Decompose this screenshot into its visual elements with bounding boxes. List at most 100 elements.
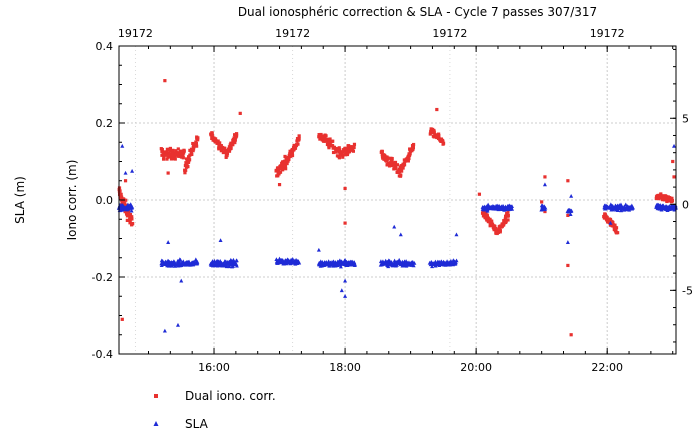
- iono-point: [390, 156, 394, 161]
- iono-point: [566, 179, 570, 183]
- iono-point: [131, 221, 135, 226]
- iono-point: [196, 138, 200, 142]
- iono-point: [484, 211, 488, 215]
- sla-point: [615, 208, 620, 213]
- sla-point: [672, 143, 677, 148]
- sla-point: [187, 259, 192, 264]
- sla-point: [316, 247, 321, 252]
- iono-point: [162, 157, 166, 161]
- x-tick-label: 20:00: [460, 361, 492, 374]
- sla-point: [338, 264, 343, 269]
- iono-point: [290, 150, 294, 154]
- sla-point: [543, 205, 548, 210]
- iono-point: [191, 149, 195, 153]
- y-axis-title: Iono corr. (m): [65, 160, 79, 241]
- iono-point: [408, 152, 412, 156]
- iono-point: [506, 213, 510, 217]
- iono-point: [119, 192, 123, 196]
- iono-point: [344, 153, 348, 157]
- sla-point: [630, 205, 635, 210]
- sla-point: [123, 170, 128, 175]
- iono-point: [182, 149, 186, 153]
- y-tick-label: -0.4: [92, 348, 113, 361]
- sla-point: [166, 240, 171, 244]
- sla-point: [159, 263, 164, 268]
- legend-label: Dual iono. corr.: [185, 389, 276, 403]
- sla-point: [130, 168, 135, 173]
- sla-point: [160, 259, 165, 263]
- sla-point: [569, 208, 574, 213]
- sla-point: [193, 257, 198, 262]
- sla-point: [398, 232, 403, 237]
- iono-point: [435, 107, 439, 112]
- iono-point: [186, 165, 190, 169]
- iono-point: [286, 159, 290, 163]
- sla-point: [569, 193, 574, 198]
- iono-point: [331, 139, 335, 143]
- iono-point: [566, 263, 570, 268]
- sla-point: [568, 212, 573, 216]
- iono-point: [118, 189, 122, 193]
- iono-point: [608, 217, 613, 222]
- iono-point: [610, 220, 615, 224]
- iono-point: [343, 221, 347, 225]
- legend-marker-iono: [154, 394, 158, 398]
- iono-point: [566, 213, 570, 217]
- iono-point: [163, 79, 167, 83]
- sla-point: [343, 294, 348, 298]
- iono-point: [183, 171, 187, 175]
- iono-point: [168, 146, 173, 151]
- iono-point: [182, 151, 186, 155]
- iono-point: [613, 223, 617, 227]
- top-tick-label: 19172: [590, 27, 625, 40]
- iono-point: [411, 145, 415, 149]
- iono-point: [195, 144, 199, 148]
- iono-point: [488, 217, 492, 221]
- sla-point: [129, 204, 134, 209]
- sla-point: [565, 240, 570, 244]
- iono-point: [616, 231, 620, 235]
- iono-point: [345, 152, 350, 157]
- iono-point: [225, 149, 230, 154]
- iono-point: [324, 134, 328, 138]
- sla-point: [386, 264, 391, 269]
- top-tick-label: 19172: [432, 27, 467, 40]
- iono-point: [210, 131, 214, 135]
- iono-point: [233, 138, 237, 142]
- iono-point: [477, 192, 482, 196]
- iono-point: [124, 198, 128, 202]
- iono-point: [406, 159, 410, 163]
- sla-point: [453, 260, 458, 265]
- iono-point: [506, 210, 510, 214]
- legend-label: SLA: [185, 417, 209, 431]
- iono-point: [351, 149, 355, 153]
- iono-point: [386, 156, 390, 160]
- iono-point: [165, 150, 169, 154]
- iono-point: [320, 134, 324, 139]
- iono-point: [432, 130, 436, 134]
- sla-point: [175, 322, 180, 327]
- iono-point: [504, 214, 508, 219]
- iono-point: [352, 145, 356, 149]
- sla-point: [509, 206, 514, 211]
- iono-point: [341, 153, 345, 157]
- iono-point: [400, 166, 404, 170]
- iono-point: [181, 156, 185, 160]
- iono-point: [490, 219, 494, 223]
- iono-point: [317, 133, 321, 137]
- iono-point: [166, 171, 170, 175]
- sla-point: [392, 224, 397, 229]
- iono-point: [493, 224, 497, 228]
- iono-point: [187, 155, 191, 160]
- iono-point: [190, 152, 194, 157]
- iono-point: [168, 152, 172, 156]
- chart-title: Dual ionosphéric correction & SLA - Cycl…: [238, 5, 597, 19]
- sla-point: [234, 258, 239, 263]
- iono-point: [287, 156, 291, 160]
- iono-point: [176, 147, 180, 151]
- sla-point: [454, 232, 459, 237]
- iono-point: [331, 150, 336, 155]
- iono-point: [122, 197, 126, 201]
- sla-point: [179, 278, 184, 283]
